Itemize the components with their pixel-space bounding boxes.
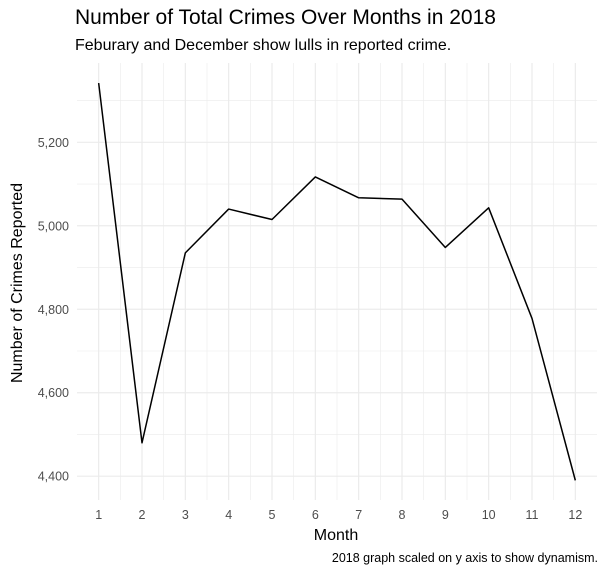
- data-point-month-10: [488, 207, 490, 209]
- chart-subtitle: Feburary and December show lulls in repo…: [75, 37, 452, 54]
- y-axis-ticks: 4,400 4,600 4,800 5,000 5,200: [38, 136, 69, 484]
- x-tick-label: 1: [95, 508, 102, 522]
- x-tick-label: 6: [312, 508, 319, 522]
- data-point-month-7: [358, 197, 360, 199]
- series-line-group: [97, 82, 577, 482]
- x-tick-label: 3: [182, 508, 189, 522]
- data-point-month-12: [575, 480, 577, 482]
- y-tick-label: 5,000: [38, 219, 69, 233]
- y-tick-label: 5,200: [38, 136, 69, 150]
- data-point-month-3: [185, 252, 187, 254]
- data-point-month-11: [531, 318, 533, 320]
- minor-gridlines: [77, 63, 597, 500]
- data-point-month-4: [228, 208, 230, 210]
- chart-title: Number of Total Crimes Over Months in 20…: [75, 6, 496, 29]
- x-tick-label: 5: [269, 508, 276, 522]
- y-axis-title: Number of Crimes Reported: [9, 183, 26, 383]
- y-tick-label: 4,800: [38, 303, 69, 317]
- x-tick-label: 7: [355, 508, 362, 522]
- data-point-month-1: [98, 82, 100, 84]
- data-point-month-8: [401, 198, 403, 200]
- x-tick-label: 12: [568, 508, 582, 522]
- y-tick-label: 4,600: [38, 386, 69, 400]
- y-tick-label: 4,400: [38, 470, 69, 484]
- x-tick-label: 10: [482, 508, 496, 522]
- x-axis-title: Month: [314, 527, 358, 544]
- x-tick-label: 2: [139, 508, 146, 522]
- x-tick-label: 11: [526, 508, 539, 522]
- data-point-month-6: [315, 176, 317, 178]
- major-gridlines: [77, 63, 597, 500]
- x-tick-label: 9: [442, 508, 449, 522]
- x-axis-ticks: 1 2 3 4 5 6 7 8 9 10 11 12: [95, 508, 582, 522]
- x-tick-label: 8: [399, 508, 406, 522]
- data-point-month-2: [141, 442, 143, 444]
- series-line: [97, 82, 577, 481]
- data-point-month-9: [445, 247, 447, 249]
- x-tick-label: 4: [225, 508, 232, 522]
- chart-caption: 2018 graph scaled on y axis to show dyna…: [331, 551, 598, 565]
- data-point-month-5: [271, 219, 273, 221]
